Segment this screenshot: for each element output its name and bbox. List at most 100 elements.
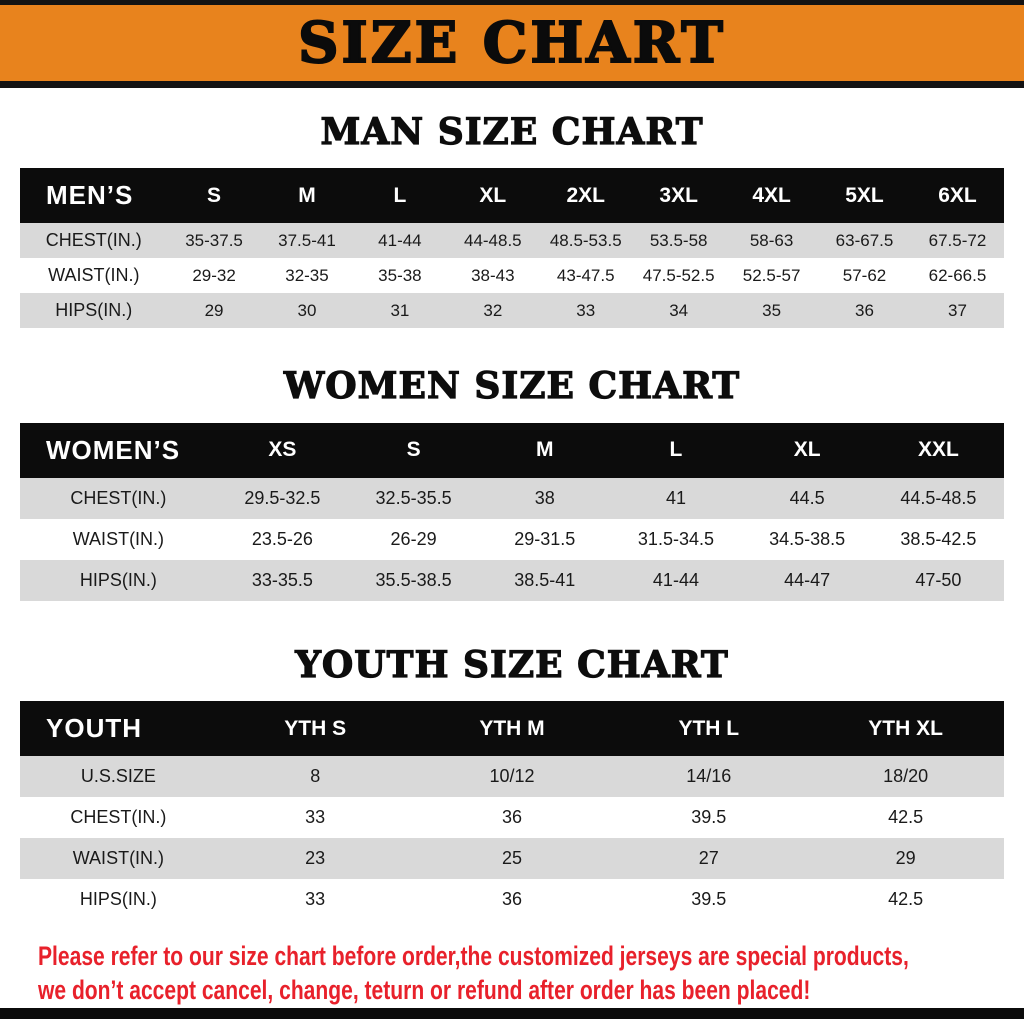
measurement-value-cell: 35.5-38.5 [375, 569, 452, 590]
youth-section-heading: YOUTH SIZE CHART [295, 643, 729, 686]
size-column-header: XL [741, 422, 873, 478]
measurement-value-cell: 32.5-35.5 [375, 487, 452, 508]
row-label-cell: HIPS(IN.) [55, 300, 133, 321]
size-column-header: M [479, 422, 611, 478]
measurement-value-cell: 41-44 [378, 230, 422, 250]
banner: SIZE CHART [0, 0, 1024, 88]
measurement-value-cell: 44.5 [789, 487, 825, 508]
table-title-cell: WOMEN’S [20, 422, 217, 478]
size-column-header: YTH XL [807, 701, 1004, 757]
measurement-value-cell: 44.5-48.5 [900, 487, 977, 508]
measurement-value-cell: 26-29 [390, 528, 437, 549]
measurement-row: HIPS(IN.) 29 30 31 32 33 34 35 36 37 [20, 293, 1004, 329]
measurement-value-cell: 38 [534, 487, 555, 508]
measurement-value-cell: 58-63 [749, 230, 794, 250]
measurement-value-cell: 35-37.5 [185, 230, 243, 250]
measurement-row: CHEST(IN.) 33 36 39.5 42.5 [20, 797, 1004, 839]
measurement-value-cell: 47.5-52.5 [642, 265, 715, 285]
size-column-header: YTH M [413, 701, 611, 757]
men-size-section: MAN SIZE CHART MEN’S S M L XL 2XL 3XL 4XL 5XL 6XL… [0, 110, 1024, 329]
measurement-row: WAIST(IN.) 29-32 32-35 35-38 38-43 43-47.5 47.… [20, 258, 1004, 294]
measurement-value-cell: 23.5-26 [251, 528, 313, 549]
size-column-header: YTH S [216, 701, 414, 757]
size-column-header: S [167, 168, 261, 224]
measurement-value-cell: 44-48.5 [463, 230, 522, 250]
size-column-header: L [610, 422, 742, 478]
measurement-value-cell: 47-50 [915, 569, 962, 590]
measurement-value-cell: 29.5-32.5 [244, 487, 321, 508]
size-column-header: S [347, 422, 480, 478]
measurement-value-cell: 25 [501, 848, 522, 869]
measurement-row: HIPS(IN.) 33 36 39.5 42.5 [20, 879, 1004, 921]
measurement-value-cell: 18/20 [883, 766, 929, 787]
size-column-header: XXL [872, 422, 1004, 478]
row-label-cell: HIPS(IN.) [79, 569, 157, 590]
measurement-value-cell: 33 [305, 889, 326, 910]
measurement-value-cell: 33-35.5 [251, 569, 313, 590]
table-header-row: YOUTH YTH S YTH M YTH L YTH XL [20, 701, 1004, 757]
measurement-value-cell: 44-47 [784, 569, 831, 590]
measurement-row: CHEST(IN.) 35-37.5 37.5-41 41-44 44-48.5 48.5… [20, 223, 1004, 259]
row-label-cell: CHEST(IN.) [70, 487, 167, 508]
men-section-heading: MAN SIZE CHART [320, 110, 704, 153]
measurement-value-cell: 43-47.5 [556, 265, 615, 285]
disclaimer: Please refer to our size chart before or… [38, 940, 1024, 1008]
measurement-value-cell: 23 [305, 848, 326, 869]
measurement-value-cell: 33 [576, 300, 596, 320]
size-column-header: XL [446, 168, 540, 224]
size-column-header: 2XL [539, 168, 633, 224]
measurement-value-cell: 34 [669, 300, 689, 320]
measurement-value-cell: 37.5-41 [278, 230, 336, 250]
measurement-value-cell: 36 [501, 807, 522, 828]
measurement-row: HIPS(IN.) 33-35.5 35.5-38.5 38.5-41 41-44 44-… [20, 559, 1004, 601]
measurement-value-cell: 57-62 [842, 265, 887, 285]
size-column-header: L [353, 168, 447, 224]
measurement-value-cell: 29 [895, 848, 916, 869]
measurement-row: WAIST(IN.) 23 25 27 29 [20, 838, 1004, 880]
measurement-row: WAIST(IN.) 23.5-26 26-29 29-31.5 31.5-34.5 34… [20, 518, 1004, 560]
size-column-header: M [260, 168, 354, 224]
youth-size-table: YOUTH YTH S YTH M YTH L YTH XL U.S.SIZE 8 10/12… [20, 701, 1004, 921]
women-size-table: WOMEN’S XS S M L XL XXL CHEST(IN.) 29.5-32.5 32.5… [20, 422, 1004, 601]
measurement-value-cell: 41-44 [652, 569, 699, 590]
measurement-value-cell: 29-32 [192, 265, 236, 285]
bottom-bar [0, 1008, 1024, 1019]
measurement-value-cell: 39.5 [691, 889, 727, 910]
measurement-value-cell: 42.5 [888, 889, 924, 910]
table-header-row: WOMEN’S XS S M L XL XXL [20, 422, 1004, 478]
measurement-value-cell: 37 [948, 300, 967, 320]
measurement-value-cell: 42.5 [888, 807, 924, 828]
measurement-value-cell: 35-38 [378, 265, 422, 285]
size-column-header: 4XL [725, 168, 819, 224]
measurement-value-cell: 48.5-53.5 [549, 230, 622, 250]
measurement-row: CHEST(IN.) 29.5-32.5 32.5-35.5 38 41 44.5 44.5… [20, 477, 1004, 519]
measurement-value-cell: 35 [762, 300, 782, 320]
measurement-value-cell: 39.5 [691, 807, 727, 828]
measurement-value-cell: 32-35 [285, 265, 329, 285]
measurement-value-cell: 31.5-34.5 [637, 528, 714, 549]
table-title-cell: YOUTH [20, 701, 217, 757]
size-column-header: YTH L [610, 701, 808, 757]
measurement-value-cell: 62-66.5 [928, 265, 987, 285]
measurement-value-cell: 36 [501, 889, 522, 910]
measurement-value-cell: 8 [310, 766, 321, 787]
table-header-row: MEN’S S M L XL 2XL 3XL 4XL 5XL 6XL [20, 168, 1004, 224]
measurement-value-cell: 29-31.5 [514, 528, 576, 549]
measurement-value-cell: 38-43 [471, 265, 515, 285]
women-size-section: WOMEN SIZE CHART WOMEN’S XS S M L XL XXL CHEST(… [0, 365, 1024, 601]
measurement-value-cell: 63-67.5 [835, 230, 894, 250]
disclaimer-line-2: we don’t accept cancel, change, teturn o… [38, 974, 811, 1005]
size-column-header: XS [216, 422, 348, 478]
size-column-header: 3XL [632, 168, 726, 224]
disclaimer-line-1: Please refer to our size chart before or… [38, 941, 909, 972]
row-label-cell: WAIST(IN.) [72, 528, 165, 549]
row-label-cell: CHEST(IN.) [70, 807, 167, 828]
measurement-value-cell: 34.5-38.5 [769, 528, 846, 549]
youth-size-section: YOUTH SIZE CHART YOUTH YTH S YTH M YTH L YTH… [0, 643, 1024, 921]
measurement-value-cell: 10/12 [489, 766, 535, 787]
measurement-value-cell: 41 [665, 487, 686, 508]
size-column-header: 6XL [910, 168, 1004, 224]
measurement-value-cell: 30 [297, 300, 317, 320]
measurement-value-cell: 14/16 [686, 766, 732, 787]
